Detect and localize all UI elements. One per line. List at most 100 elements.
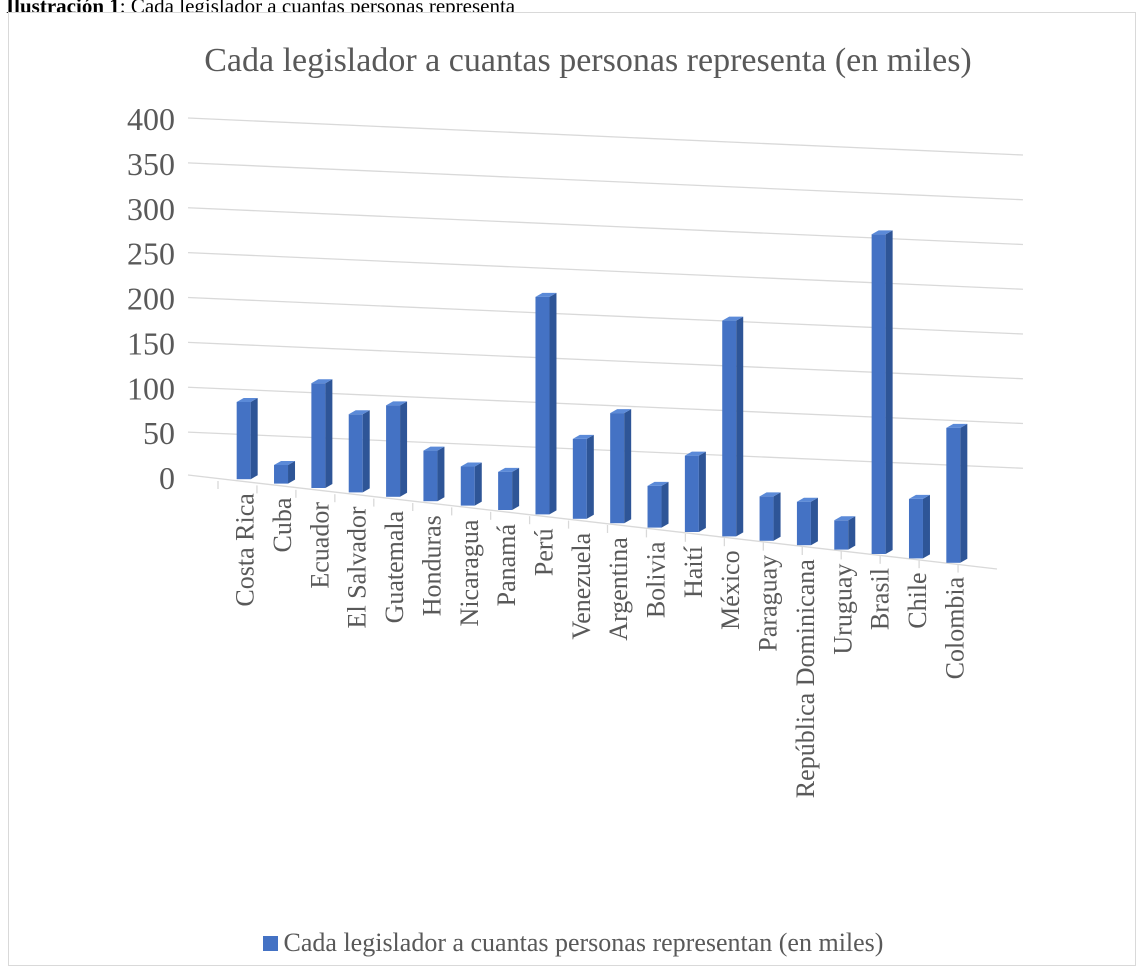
- gridline: [187, 251, 1024, 290]
- bar-argentina: [610, 409, 632, 524]
- x-tick-label: Ecuador: [305, 502, 334, 589]
- bar-side: [624, 409, 632, 524]
- x-tick-label: Brasil: [866, 568, 895, 630]
- bar-top: [759, 492, 781, 497]
- bar-side: [549, 292, 557, 515]
- bar-top: [946, 423, 968, 428]
- x-tick-label: Haití: [679, 546, 708, 598]
- bar-side: [362, 410, 370, 493]
- legend-label: Cada legislador a cuantas personas repre…: [283, 928, 884, 957]
- bar-top: [311, 379, 333, 384]
- x-tick-label: El Salvador: [343, 506, 372, 628]
- x-axis-line: [187, 474, 998, 570]
- gridline: [187, 117, 1024, 156]
- bar-side: [773, 492, 781, 541]
- y-tick-label: 200: [127, 281, 175, 317]
- y-tick-label: 300: [127, 191, 175, 227]
- bar-paraguay: [759, 492, 781, 541]
- bar-méxico: [722, 316, 744, 537]
- y-tick-label: 0: [159, 460, 175, 496]
- bar-front: [610, 413, 625, 524]
- bar-front: [274, 464, 289, 484]
- x-tick-label: Uruguay: [828, 564, 857, 655]
- x-tick-label: República Dominicana: [791, 559, 820, 798]
- bar-chile: [908, 494, 930, 559]
- legend: Cada legislador a cuantas personas repre…: [0, 928, 1146, 958]
- bar-side: [922, 494, 930, 559]
- x-tick-label: Nicaragua: [455, 519, 484, 626]
- x-tick-label: Colombia: [940, 576, 969, 679]
- y-tick-label: 250: [127, 236, 175, 272]
- chart-title: Cada legislador a cuantas personas repre…: [204, 42, 972, 79]
- bar-front: [871, 234, 886, 554]
- bar-front: [722, 320, 737, 537]
- bar-top: [386, 401, 408, 406]
- bar-front: [572, 438, 587, 519]
- x-tick-label: Panamá: [492, 524, 521, 607]
- bar-top: [796, 497, 818, 502]
- bar-front: [535, 296, 550, 515]
- x-tick-label: Costa Rica: [231, 493, 260, 607]
- bar-top: [834, 516, 856, 521]
- bar-brasil: [871, 230, 893, 554]
- bars: [236, 230, 968, 563]
- legend-key: [262, 935, 278, 951]
- bar-top: [498, 467, 520, 472]
- bar-side: [400, 401, 408, 497]
- bar-side: [960, 423, 968, 563]
- bar-front: [236, 401, 251, 480]
- x-tick-label: Bolivia: [642, 541, 671, 618]
- bar-perú: [535, 292, 557, 515]
- bar-front: [386, 405, 401, 497]
- bar-side: [698, 451, 706, 532]
- bar-front: [908, 498, 923, 559]
- x-tick-label: Cuba: [268, 497, 297, 552]
- bar-front: [684, 455, 699, 532]
- bar-república-dominicana: [796, 497, 818, 546]
- y-tick-label: 350: [127, 146, 175, 182]
- bar-side: [885, 230, 893, 554]
- bar-nicaragua: [460, 462, 482, 506]
- bar-top: [908, 494, 930, 499]
- x-tick-label: Perú: [529, 528, 558, 576]
- bar-panamá: [498, 467, 520, 510]
- bar-side: [586, 434, 594, 519]
- gridline: [187, 162, 1024, 201]
- bar-front: [759, 496, 774, 541]
- bar-top: [460, 462, 482, 467]
- x-tick-label: Honduras: [417, 515, 446, 616]
- x-tick-label: Chile: [903, 572, 932, 628]
- bar-top: [684, 451, 706, 456]
- x-axis-labels: Costa Rica Cuba Ecuador El Salvador Guatemal…: [231, 493, 970, 798]
- bar-side: [250, 397, 258, 480]
- x-tick-label: Venezuela: [567, 532, 596, 639]
- x-tick-label: Paraguay: [754, 555, 783, 652]
- bar-honduras: [423, 446, 445, 502]
- bar-front: [647, 485, 662, 528]
- bar-venezuela: [572, 434, 594, 519]
- bar-side: [736, 316, 744, 537]
- y-axis: 0 50 100 150 200 250 300 350 400: [127, 101, 175, 496]
- x-tick-label: México: [716, 550, 745, 629]
- bar-top: [535, 292, 557, 297]
- bar-cuba: [274, 460, 296, 484]
- bar-top: [423, 446, 445, 451]
- gridline: [187, 296, 1024, 335]
- bar-front: [796, 501, 811, 546]
- bar-top: [722, 316, 744, 321]
- bar-top: [871, 230, 893, 235]
- bar-front: [460, 466, 475, 506]
- bar-side: [810, 497, 818, 546]
- bar-side: [437, 446, 445, 502]
- bar-costa-rica: [236, 397, 258, 480]
- bar-ecuador: [311, 379, 333, 488]
- x-tick-label: Argentina: [604, 537, 633, 641]
- bar-top: [572, 434, 594, 439]
- y-tick-label: 400: [127, 101, 175, 137]
- bar-side: [848, 516, 856, 550]
- bar-side: [661, 481, 669, 528]
- bar-side: [325, 379, 333, 488]
- y-tick-label: 100: [127, 370, 175, 406]
- bar-colombia: [946, 423, 968, 563]
